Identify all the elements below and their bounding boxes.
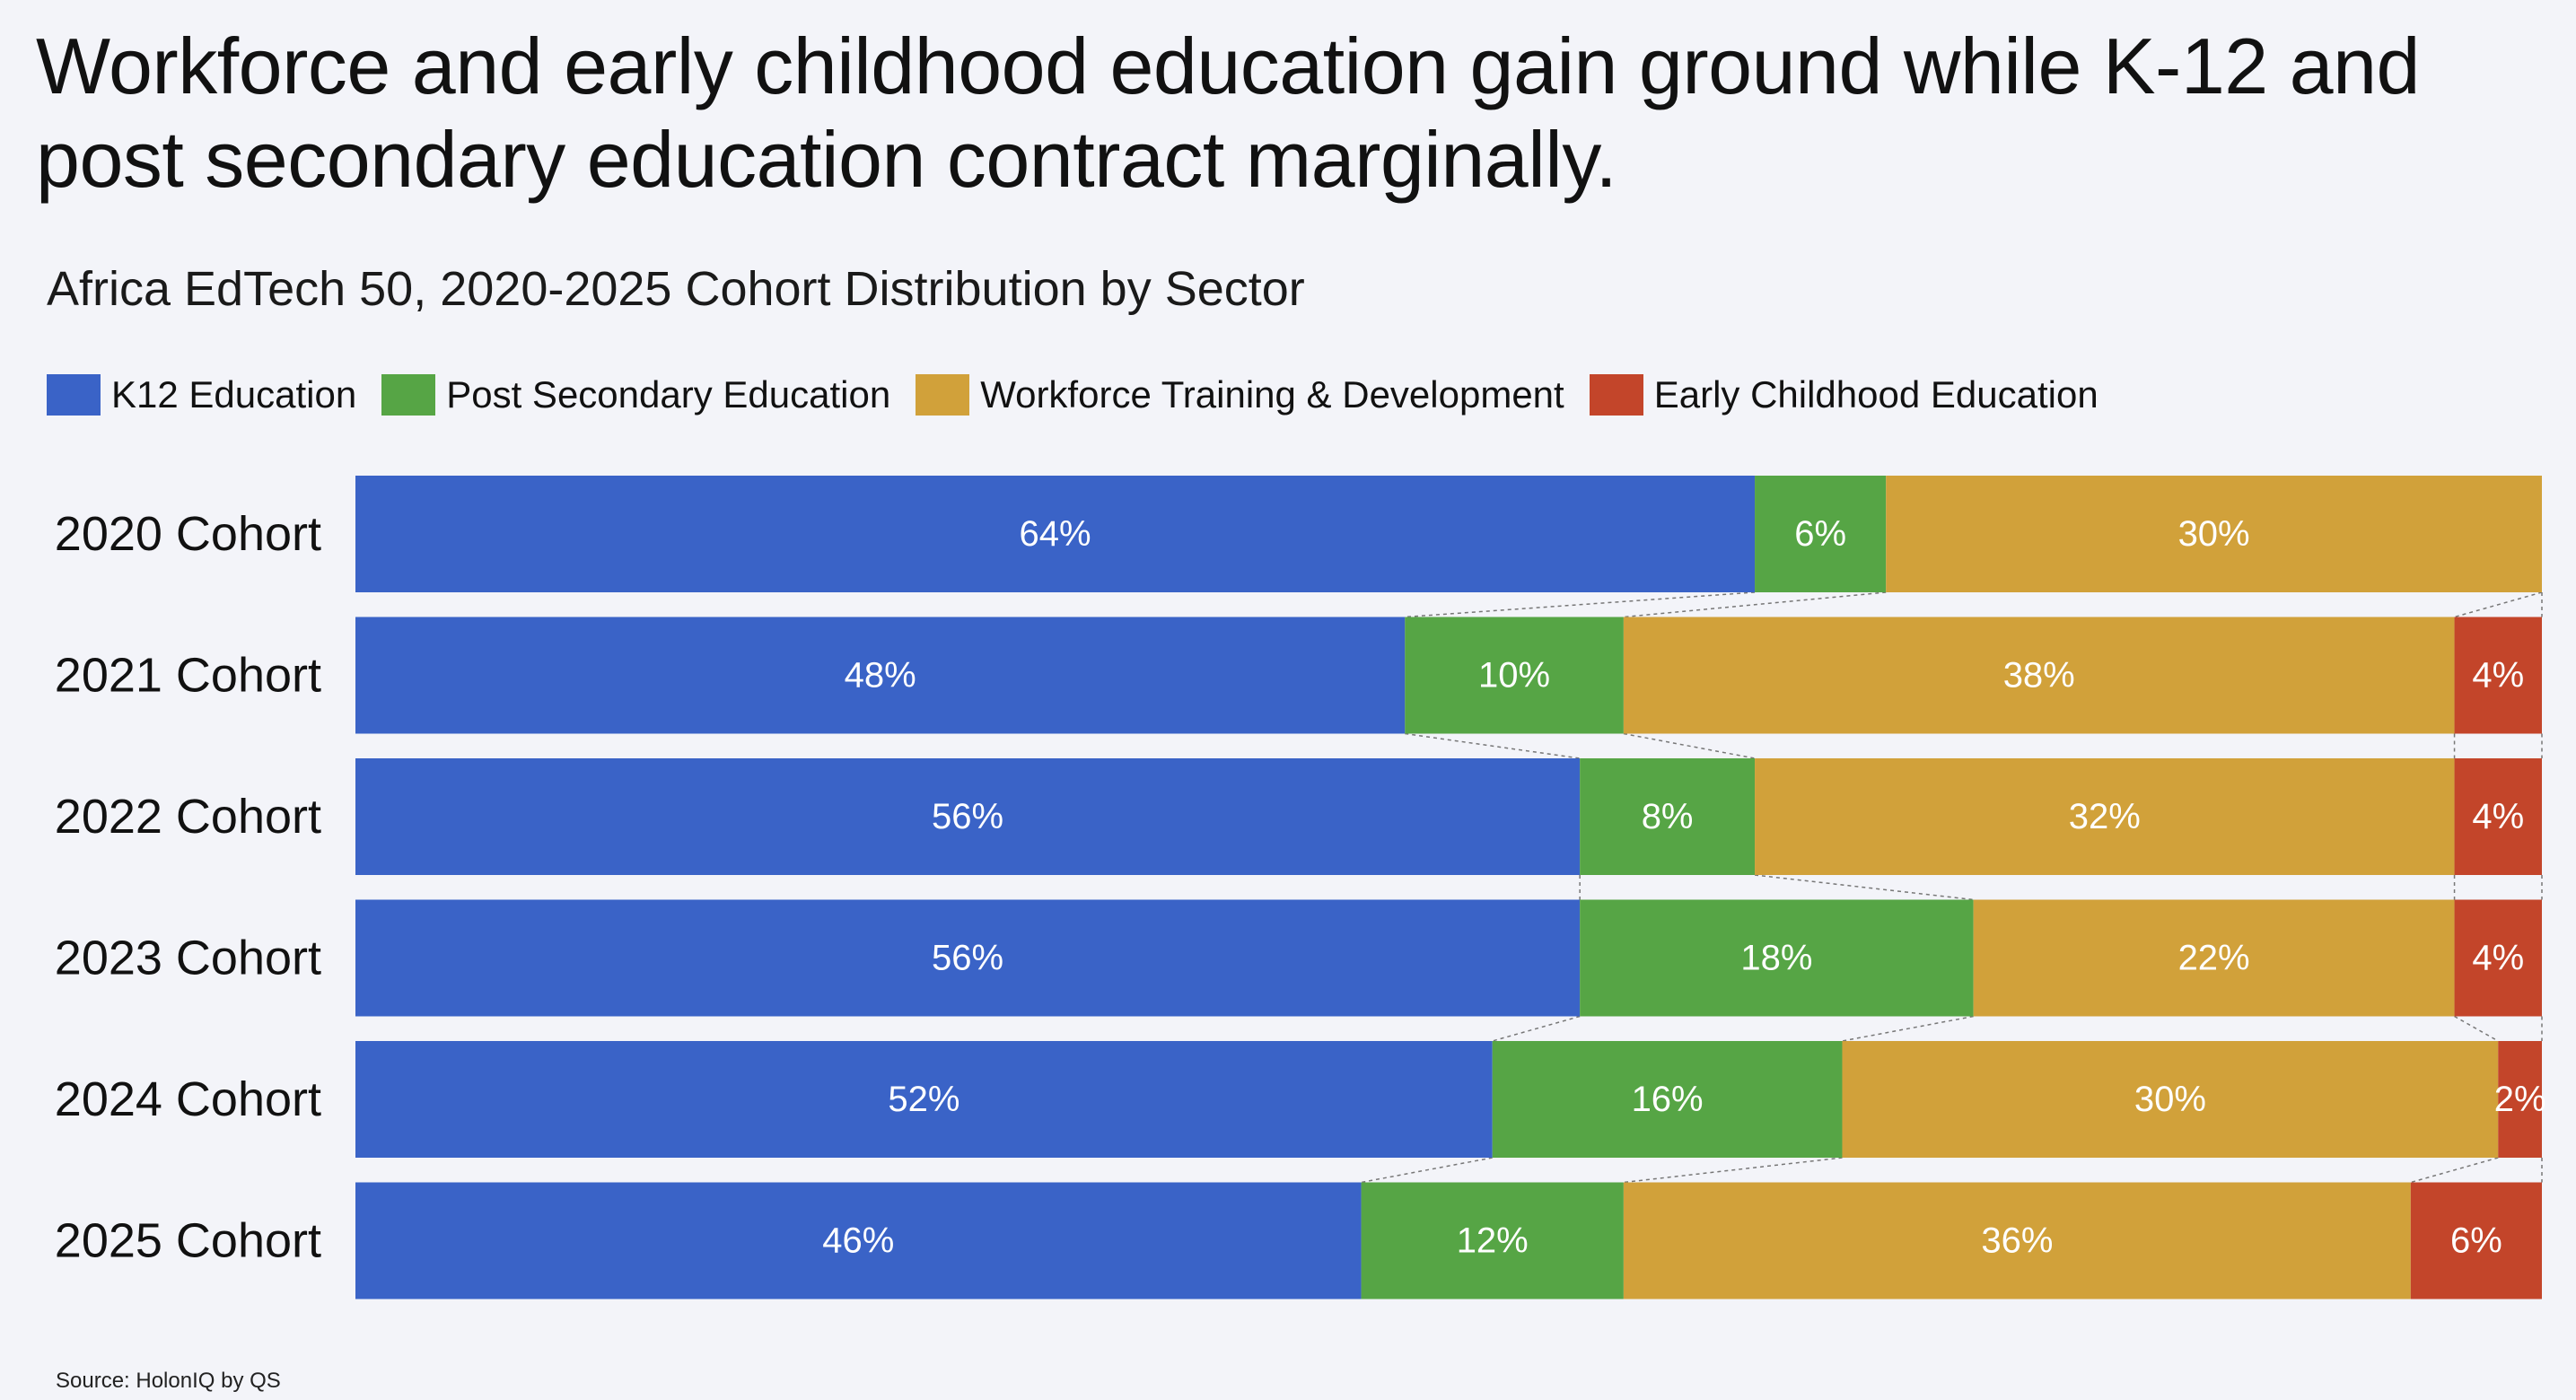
data-label-post-secondary-2022-cohort: 8% <box>1642 797 1694 836</box>
data-label-k12-2020-cohort: 64% <box>1019 514 1091 554</box>
bar-post-secondary-2020-cohort <box>1755 476 1887 592</box>
bar-workforce-2020-cohort <box>1886 476 2542 592</box>
bar-k12-2024-cohort <box>355 1041 1493 1158</box>
bar-workforce-2025-cohort <box>1623 1182 2411 1299</box>
category-label-2022-cohort: 2022 Cohort <box>55 790 321 844</box>
connector-line <box>1405 732 1581 759</box>
legend-swatch-early-childhood <box>1589 374 1643 416</box>
bar-post-secondary-2021-cohort <box>1405 617 1624 734</box>
legend-label-k12: K12 Education <box>111 373 357 416</box>
legend-item-workforce: Workforce Training & Development <box>916 370 1564 420</box>
data-label-workforce-2021-cohort: 38% <box>2003 656 2075 696</box>
legend-swatch-workforce <box>916 374 970 416</box>
legend-label-post-secondary: Post Secondary Education <box>446 373 891 416</box>
bar-early-childhood-2024-cohort <box>2498 1041 2542 1158</box>
legend-item-early-childhood: Early Childhood Education <box>1589 370 2098 420</box>
bar-workforce-2024-cohort <box>1842 1041 2499 1158</box>
headline: Workforce and early childhood education … <box>36 22 2420 204</box>
data-label-workforce-2023-cohort: 22% <box>2178 939 2250 978</box>
legend-item-k12: K12 Education <box>47 370 356 420</box>
bar-workforce-2023-cohort <box>1973 899 2455 1017</box>
legend-label-workforce: Workforce Training & Development <box>980 373 1564 416</box>
connector-line <box>2410 1157 2499 1184</box>
connector-line <box>1492 1015 1581 1042</box>
connector-lines <box>1361 591 2543 1184</box>
legend-item-post-secondary: Post Secondary Education <box>381 370 890 420</box>
data-label-workforce-2025-cohort: 36% <box>1981 1221 2053 1261</box>
bar-early-childhood-2022-cohort <box>2454 758 2542 875</box>
bar-post-secondary-2025-cohort <box>1361 1182 1624 1299</box>
bar-workforce-2021-cohort <box>1623 617 2455 734</box>
bar-workforce-2022-cohort <box>1755 758 2455 875</box>
data-label-k12-2023-cohort: 56% <box>932 939 1003 978</box>
connector-line <box>2454 1015 2499 1042</box>
bar-k12-2023-cohort <box>355 899 1581 1017</box>
bar-k12-2021-cohort <box>355 617 1406 734</box>
data-label-early-childhood-2022-cohort: 4% <box>2472 797 2524 836</box>
bar-early-childhood-2023-cohort <box>2454 899 2542 1017</box>
data-label-early-childhood-2021-cohort: 4% <box>2472 656 2524 696</box>
data-label-post-secondary-2025-cohort: 12% <box>1457 1221 1529 1261</box>
data-label-workforce-2024-cohort: 30% <box>2134 1080 2206 1119</box>
connector-line <box>2454 591 2543 618</box>
bar-post-secondary-2023-cohort <box>1580 899 1974 1017</box>
data-label-early-childhood-2023-cohort: 4% <box>2472 939 2524 978</box>
bar-k12-2020-cohort <box>355 476 1756 592</box>
connector-line <box>1405 591 1756 618</box>
legend-label-early-childhood: Early Childhood Education <box>1653 373 2098 416</box>
connector-line <box>1623 1157 1843 1184</box>
bar-k12-2025-cohort <box>355 1182 1362 1299</box>
connector-line <box>1623 591 1887 618</box>
legend-swatch-post-secondary <box>381 374 436 416</box>
bar-early-childhood-2025-cohort <box>2410 1182 2542 1299</box>
data-label-post-secondary-2020-cohort: 6% <box>1794 514 1846 554</box>
category-label-2023-cohort: 2023 Cohort <box>55 932 321 985</box>
data-label-k12-2022-cohort: 56% <box>932 797 1003 836</box>
data-label-k12-2021-cohort: 48% <box>845 656 916 696</box>
data-label-k12-2025-cohort: 46% <box>822 1221 894 1261</box>
source-note: Source: HolonIQ by QS <box>56 1369 281 1393</box>
data-label-post-secondary-2021-cohort: 10% <box>1478 656 1550 696</box>
data-label-k12-2024-cohort: 52% <box>888 1080 959 1119</box>
data-label-workforce-2020-cohort: 30% <box>2178 514 2250 554</box>
category-label-2025-cohort: 2025 Cohort <box>55 1214 321 1268</box>
data-label-post-secondary-2023-cohort: 18% <box>1740 939 1812 978</box>
bar-k12-2022-cohort <box>355 758 1581 875</box>
chart-title: Africa EdTech 50, 2020-2025 Cohort Distr… <box>47 262 1305 316</box>
connector-line <box>1361 1157 1493 1184</box>
connector-line <box>1842 1015 1974 1042</box>
data-label-early-childhood-2025-cohort: 6% <box>2450 1221 2502 1261</box>
category-label-2020-cohort: 2020 Cohort <box>55 507 321 561</box>
data-label-workforce-2022-cohort: 32% <box>2069 797 2141 836</box>
bar-early-childhood-2021-cohort <box>2454 617 2542 734</box>
category-label-2021-cohort: 2021 Cohort <box>55 649 321 703</box>
legend-swatch-k12 <box>47 374 101 416</box>
connector-line <box>1754 874 1974 901</box>
bar-post-secondary-2022-cohort <box>1580 758 1756 875</box>
stacked-bar-chart: 2020 Cohort 64% 6% 30% 2021 Cohort 48% 10% 38% 4… <box>55 476 2546 1299</box>
data-label-post-secondary-2024-cohort: 16% <box>1632 1080 1704 1119</box>
category-label-2024-cohort: 2024 Cohort <box>55 1072 321 1126</box>
data-label-early-childhood-2024-cohort: 2% <box>2494 1080 2546 1119</box>
legend: K12 Education Post Secondary Education W… <box>47 370 2098 420</box>
connector-line <box>1623 732 1756 759</box>
bar-post-secondary-2024-cohort <box>1492 1041 1843 1158</box>
